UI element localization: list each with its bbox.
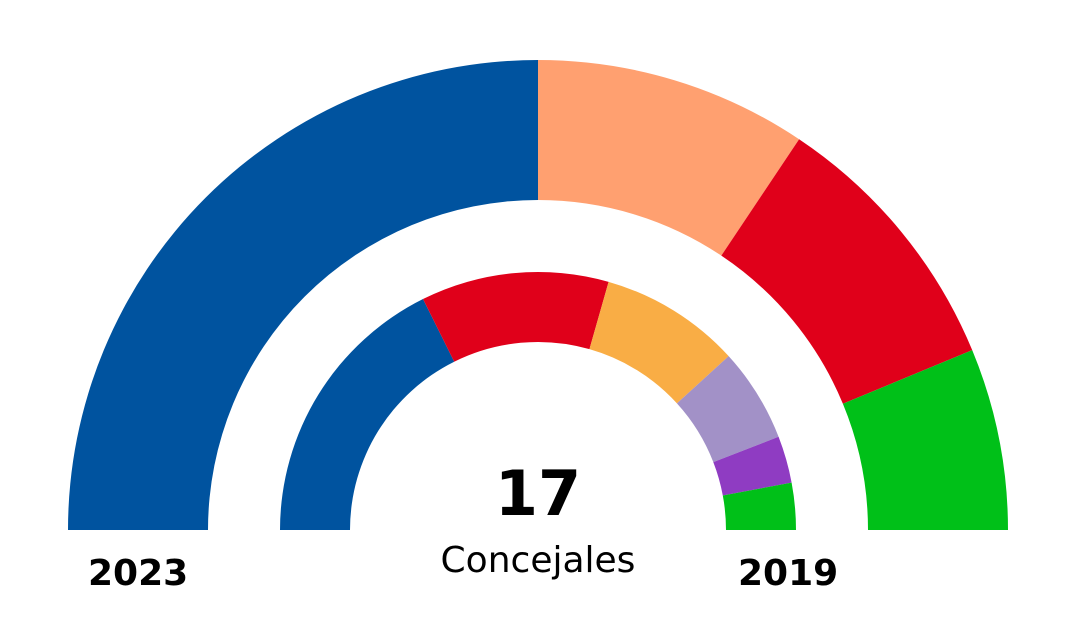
outer-ring-2023 [68,60,1008,530]
2019-segment-1 [280,299,455,530]
2019-segment-4 [676,356,779,463]
2023-segment-3 [721,139,973,404]
year-label-2023: 2023 [88,553,189,594]
year-label-2019: 2019 [738,553,839,594]
2019-segment-3 [589,281,729,404]
inner-ring-2019 [280,272,796,530]
total-seats-value: 17 [494,457,582,530]
2019-segment-6 [722,482,796,530]
total-seats-caption: Concejales [440,540,636,581]
2019-segment-2 [422,272,609,362]
2023-segment-1 [68,60,538,530]
2023-segment-2 [538,60,800,256]
2023-segment-4 [842,350,1008,530]
2019-segment-5 [713,436,792,496]
